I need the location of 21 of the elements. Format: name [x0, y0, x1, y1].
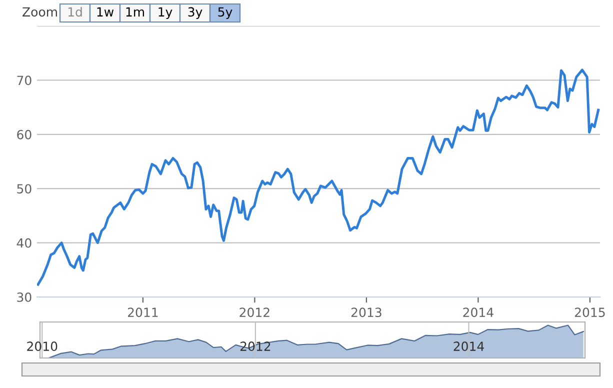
x-tick-label: 2014 — [454, 342, 484, 352]
x-tick-label: 2011 — [128, 308, 158, 318]
text: 1d — [68, 6, 82, 17]
y-tick-label: 50 — [17, 184, 32, 194]
text: 1m — [126, 7, 144, 16]
text: Zoom — [22, 7, 57, 17]
y-tick-label: 40 — [16, 238, 32, 248]
x-tick-label: 2015 — [574, 308, 605, 318]
x-tick-label: 2012 — [240, 308, 270, 318]
y-tick-label: 30 — [17, 292, 32, 302]
x-tick-label: 2012 — [240, 342, 270, 352]
text: 1w — [97, 7, 114, 16]
x-tick-label: 2010 — [27, 342, 58, 352]
x-tick-label: 2013 — [351, 308, 382, 318]
y-tick-label: 60 — [17, 130, 32, 140]
text: 5y — [218, 7, 232, 20]
line-series — [37, 68, 600, 286]
y-tick-label: 70 — [17, 76, 32, 86]
text: 3y — [188, 7, 202, 20]
x-tick-label: 2014 — [463, 308, 494, 318]
text: 1y — [158, 7, 172, 20]
